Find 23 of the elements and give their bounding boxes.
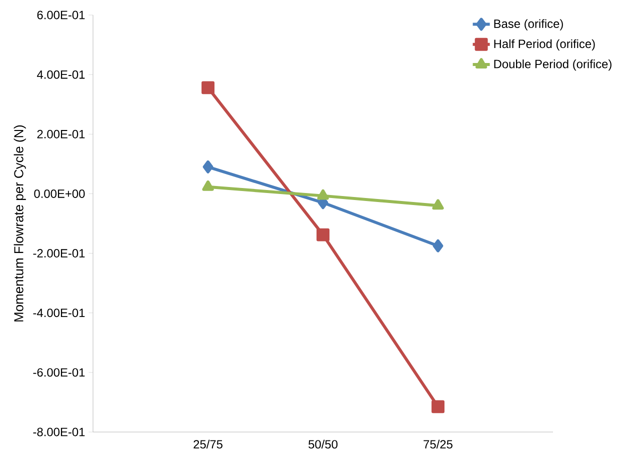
x-tick-label: 75/25 — [424, 440, 452, 449]
y-tick-label: -4.00E-01 — [33, 308, 85, 318]
y-tick-label: -2.00E-01 — [33, 249, 85, 258]
y-axis-title: Momentum Flowrate per Cycle (N) — [14, 125, 26, 322]
y-tick-label: 0.00E+00 — [34, 189, 85, 198]
x-tick-label: 50/50 — [308, 440, 338, 449]
point — [202, 160, 214, 174]
point — [317, 189, 329, 200]
y-tick-label: 4.00E-01 — [36, 70, 85, 79]
x-tick-label: 25/75 — [194, 440, 222, 449]
point — [202, 81, 214, 94]
y-tick-label: -8.00E-01 — [33, 428, 85, 436]
point — [432, 199, 444, 210]
y-tick-label: -6.00E-01 — [33, 368, 85, 377]
y-tick-label: 2.00E-01 — [37, 130, 85, 138]
y-tick-label: 6.00E-01 — [37, 10, 85, 20]
point — [316, 228, 330, 242]
point — [202, 180, 214, 191]
point — [432, 239, 444, 252]
legend-label: Half Period (orifice) — [494, 39, 595, 50]
point — [432, 400, 444, 414]
legend-label: Double Period (orifice) — [494, 59, 612, 71]
legend-label: Base (orifice) — [494, 19, 563, 30]
